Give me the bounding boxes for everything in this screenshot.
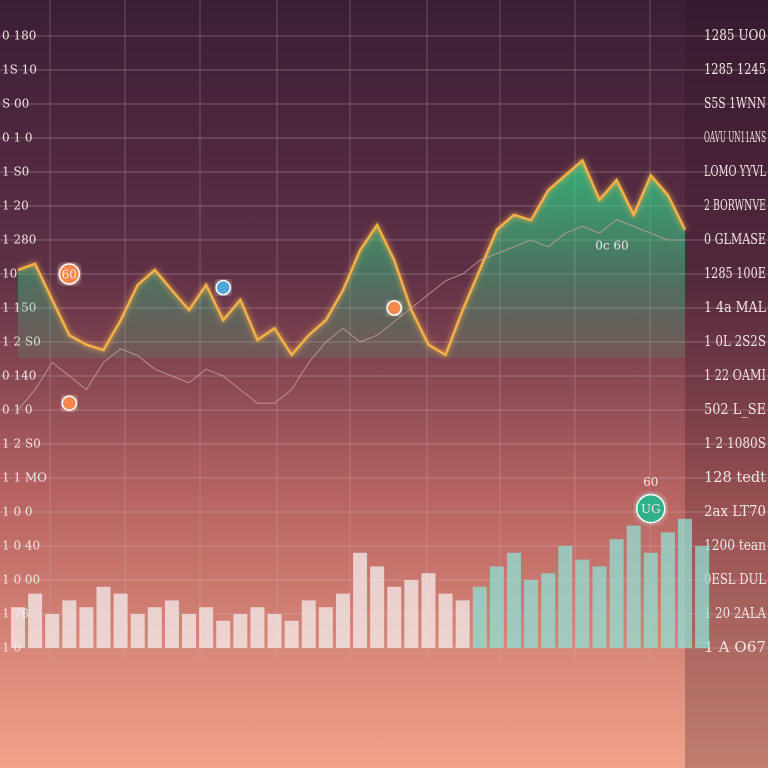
- annotation: 0c 60: [595, 239, 628, 253]
- volume-bar: [575, 559, 590, 648]
- volume-bar: [592, 566, 607, 648]
- y2-tick-label: 1 2 1080S: [704, 434, 766, 452]
- volume-bar: [182, 614, 197, 648]
- y-tick-label: 1 2 S0: [2, 437, 41, 451]
- volume-bar: [233, 614, 248, 648]
- y2-tick-label: 2ax LT70: [704, 502, 766, 520]
- volume-bar: [130, 614, 145, 648]
- y-tick-label: 1 280: [2, 233, 36, 247]
- volume-bar: [353, 552, 368, 648]
- y-tick-label: S 00: [2, 97, 29, 111]
- volume-bar: [301, 600, 316, 648]
- y-tick-label: 0 140: [2, 369, 36, 383]
- volume-bar: [267, 614, 282, 648]
- y2-tick-label: 1200 tean: [704, 536, 766, 554]
- volume-bar: [216, 620, 231, 648]
- volume-bar: [489, 566, 504, 648]
- y-tick-label: 1 0 0: [2, 505, 33, 519]
- y2-tick-label: LOMO YYVL: [704, 162, 766, 180]
- volume-bar: [609, 539, 624, 648]
- volume-bar: [387, 586, 402, 648]
- volume-bar: [643, 552, 658, 648]
- volume-bar: [370, 566, 385, 648]
- y2-tick-label: 0ESL DUL: [704, 570, 766, 588]
- y2-tick-label: 2 BORWNVE: [704, 196, 766, 214]
- volume-bar: [524, 580, 539, 648]
- y2-tick-label: 1 A O67: [704, 638, 766, 656]
- y-tick-label: 0 1 0: [2, 403, 33, 417]
- y-tick-label: 1 1 MO: [2, 471, 47, 485]
- y2-tick-label: 0 GLMASE: [704, 230, 766, 248]
- volume-bar: [318, 607, 333, 648]
- volume-bar: [79, 607, 94, 648]
- y-tick-label: 1S 10: [2, 63, 37, 77]
- volume-bar: [421, 573, 436, 648]
- volume-bar: [506, 552, 521, 648]
- volume-bar: [695, 546, 710, 648]
- marker-label: 60: [62, 268, 77, 282]
- volume-bar: [164, 600, 179, 648]
- price-line: [17, 158, 687, 357]
- volume-bar: [404, 580, 419, 648]
- volume-bar: [147, 607, 162, 648]
- y2-tick-label: 1 0L 2S2S: [704, 332, 766, 350]
- y-tick-label: 0 180: [2, 29, 36, 43]
- y-tick-label: 1 S0: [2, 165, 29, 179]
- y2-tick-label: 1285 1245: [704, 60, 766, 78]
- volume-bar: [455, 600, 470, 648]
- volume-bar: [284, 620, 299, 648]
- marker: [386, 300, 403, 316]
- y-tick-label: 1 0 40: [2, 539, 40, 553]
- y-tick-label: 0 1 0: [2, 131, 33, 145]
- volume-bar: [250, 607, 265, 648]
- y2-tick-label: 1285 100E: [704, 264, 766, 282]
- volume-bar: [28, 593, 43, 648]
- y2-tick-label: S5S 1WNN: [704, 94, 766, 112]
- y2-tick-label: 1 4a MAL: [704, 298, 766, 316]
- volume-bar: [11, 607, 25, 648]
- marker: [58, 263, 81, 285]
- volume-bar: [558, 546, 573, 648]
- marker-label: UG: [641, 502, 661, 516]
- area: [18, 160, 685, 358]
- volume-bar: [541, 573, 556, 648]
- marker: [61, 395, 78, 411]
- marker: [215, 279, 231, 296]
- volume-bar: [45, 614, 60, 648]
- volume-bar: [626, 525, 641, 648]
- volume-bar: [678, 518, 692, 648]
- y2-tick-label: 1 20 2ALA: [704, 604, 766, 622]
- y2-tick-label: 1 22 OAMI: [704, 366, 766, 384]
- annotation: 60: [643, 475, 658, 489]
- volume-bar: [113, 593, 128, 648]
- volume-bar: [660, 532, 675, 648]
- volume-bar: [199, 607, 214, 648]
- volume-bar: [472, 586, 487, 648]
- volume-bar: [62, 600, 77, 648]
- y-tick-label: 10: [2, 267, 17, 281]
- y-tick-label: 1 0 00: [2, 573, 40, 587]
- volume-bar: [438, 593, 453, 648]
- price-line: [17, 219, 685, 411]
- y2-tick-label: 502 L_SE: [704, 400, 766, 418]
- y2-tick-label: 128 tedt: [704, 468, 766, 486]
- y-tick-label: 1 20: [2, 199, 29, 213]
- volume-bar: [96, 586, 111, 648]
- volume-bar: [335, 593, 350, 648]
- y2-tick-label: OAVU UN11ANS: [704, 128, 766, 146]
- marker: [636, 493, 666, 524]
- y2-tick-label: 1285 UO0: [704, 26, 766, 44]
